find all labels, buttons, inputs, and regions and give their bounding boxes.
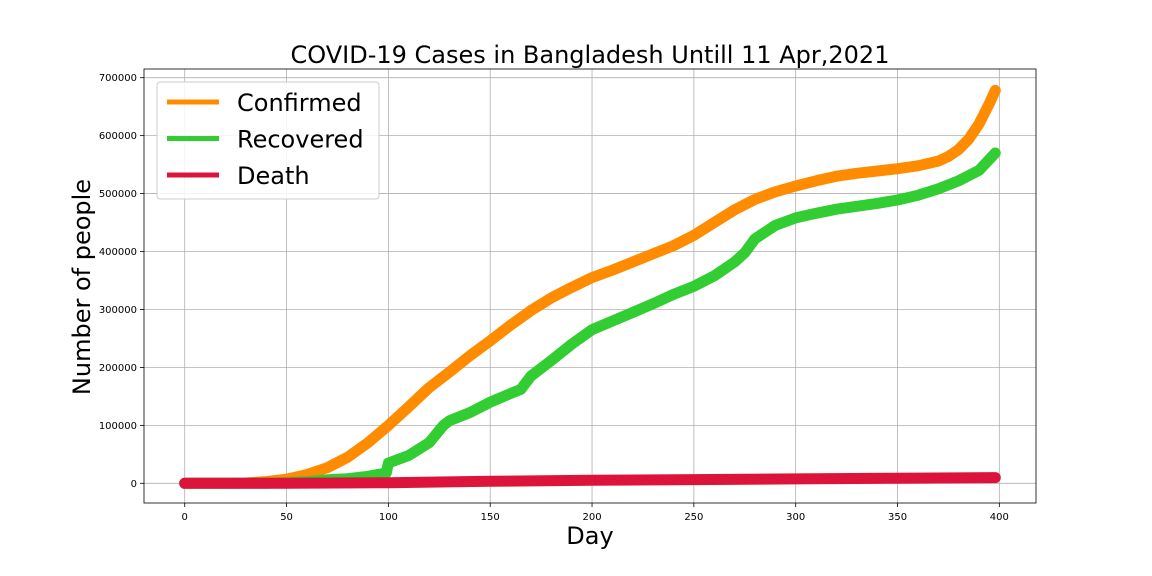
ticks: 0 50 100 150 200 250 300 350 400 0 100000 200000 300… xyxy=(99,73,1009,523)
y-axis-title: Number of people xyxy=(68,179,96,395)
x-tick-label: 50 xyxy=(280,512,293,523)
plot-frame xyxy=(143,68,1037,504)
legend-label-confirmed: Confirmed xyxy=(237,89,362,117)
x-tick-label: 250 xyxy=(684,512,703,523)
x-tick-label: 200 xyxy=(582,512,601,523)
series-line-recovered xyxy=(179,147,1001,489)
chart-title: COVID-19 Cases in Bangladesh Untill 11 A… xyxy=(291,41,890,69)
x-tick-label: 350 xyxy=(888,512,907,523)
y-tick-label: 200000 xyxy=(99,363,137,374)
x-tick-label: 150 xyxy=(481,512,500,523)
legend: Confirmed Recovered Death xyxy=(156,81,380,200)
series-line-death xyxy=(179,472,1001,489)
y-tick-label: 0 xyxy=(131,479,137,490)
y-tick-label: 700000 xyxy=(99,73,137,84)
legend-label-death: Death xyxy=(237,162,310,190)
y-tick-label: 300000 xyxy=(99,305,137,316)
legend-box xyxy=(156,81,380,200)
legend-label-recovered: Recovered xyxy=(237,126,364,154)
x-tick-label: 400 xyxy=(990,512,1009,523)
x-tick-label: 0 xyxy=(182,512,188,523)
y-tick-label: 400000 xyxy=(99,247,137,258)
y-tick-label: 100000 xyxy=(99,421,137,432)
y-tick-label: 600000 xyxy=(99,131,137,142)
x-tick-label: 300 xyxy=(786,512,805,523)
series-line-confirmed xyxy=(179,84,1001,489)
x-tick-label: 100 xyxy=(379,512,398,523)
y-tick-label: 500000 xyxy=(99,189,137,200)
series-layer xyxy=(179,84,1001,489)
x-axis-title: Day xyxy=(566,522,613,550)
